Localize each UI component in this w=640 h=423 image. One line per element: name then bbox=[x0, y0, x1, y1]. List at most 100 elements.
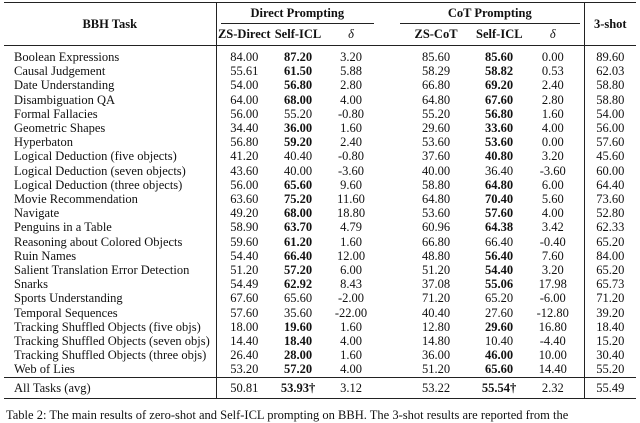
task-name: Ruin Names bbox=[14, 248, 77, 263]
score-cell: 4.00 bbox=[340, 92, 362, 107]
score-cell: 28.00 bbox=[283, 348, 313, 363]
score-cell: 62.92 bbox=[283, 277, 313, 292]
table-row: Causal Judgement 55.61 61.50 5.88 58.29 58.82… bbox=[4, 64, 637, 79]
spacer bbox=[378, 192, 396, 206]
spacer bbox=[378, 3, 396, 25]
score-cell: 40.80 bbox=[484, 149, 514, 164]
score-cell: 45.60 bbox=[583, 149, 637, 164]
score-cell: 63.70 bbox=[283, 220, 313, 235]
score-cell: -2.00 bbox=[337, 291, 365, 306]
table-row: Tracking Shuffled Objects (seven objs) 14… bbox=[4, 334, 637, 349]
score-cell: 33.60 bbox=[484, 121, 514, 136]
spacer bbox=[378, 320, 396, 334]
score-cell: 5.60 bbox=[541, 192, 564, 207]
score-cell: 2.32 bbox=[522, 376, 585, 399]
sub-header: Self-ICL bbox=[274, 27, 322, 41]
score-cell: 65.20 bbox=[583, 234, 637, 249]
score-cell: 0.53 bbox=[541, 64, 564, 79]
score-cell: -0.40 bbox=[539, 234, 566, 249]
task-name: Navigate bbox=[14, 206, 60, 221]
score-cell: 55.54† bbox=[476, 376, 523, 399]
score-cell: 66.80 bbox=[421, 78, 451, 93]
task-name: Snarks bbox=[14, 277, 49, 292]
score-cell: 54.49 bbox=[215, 277, 272, 292]
table-body: Boolean Expressions 84.00 87.20 3.20 85.60 85… bbox=[4, 45, 637, 399]
score-cell: -0.80 bbox=[337, 106, 365, 121]
score-cell: 3.42 bbox=[541, 220, 564, 235]
score-cell: 56.80 bbox=[484, 106, 514, 121]
group-title: Direct Prompting bbox=[220, 3, 375, 24]
score-cell: 0.00 bbox=[541, 135, 564, 150]
score-cell: 14.40 bbox=[538, 362, 567, 377]
table-row: Penguins in a Table 58.90 63.70 4.79 60.96 64… bbox=[4, 220, 637, 235]
table-row: Tracking Shuffled Objects (five objs) 18.… bbox=[4, 319, 637, 335]
table-row: Logical Deduction (three objects) 56.00 65… bbox=[4, 177, 637, 193]
score-cell: 64.80 bbox=[421, 192, 451, 207]
score-cell: 6.00 bbox=[541, 177, 564, 192]
score-cell: 55.06 bbox=[484, 277, 514, 292]
spacer bbox=[378, 376, 397, 399]
score-cell: 53.60 bbox=[484, 135, 514, 150]
header-task: BBH Task bbox=[4, 2, 216, 46]
score-cell: 63.60 bbox=[215, 192, 272, 207]
table-row: Movie Recommendation 63.60 75.20 11.60 64.80… bbox=[4, 192, 637, 207]
task-name: Reasoning about Colored Objects bbox=[14, 234, 183, 249]
task-name: Causal Judgement bbox=[14, 64, 106, 79]
score-cell: 7.60 bbox=[541, 248, 564, 263]
score-cell: 85.60 bbox=[484, 50, 514, 64]
score-cell: 64.38 bbox=[484, 220, 514, 235]
spacer bbox=[378, 64, 396, 78]
task-name: Logical Deduction (five objects) bbox=[14, 149, 177, 164]
score-cell: 89.60 bbox=[583, 45, 637, 65]
score-cell: 30.40 bbox=[583, 348, 637, 363]
table-row: Date Understanding 54.00 56.80 2.80 66.80 69.… bbox=[4, 78, 637, 93]
score-cell: 64.80 bbox=[421, 92, 451, 107]
score-cell: 55.61 bbox=[215, 64, 272, 79]
score-cell: 53.22 bbox=[396, 376, 477, 399]
score-cell: 61.20 bbox=[283, 234, 313, 249]
score-cell: 2.80 bbox=[541, 92, 564, 107]
spacer bbox=[378, 206, 396, 220]
task-name: Geometric Shapes bbox=[14, 121, 106, 136]
table-row: Hyperbaton 56.80 59.20 2.40 53.60 53.60 0.00 57… bbox=[4, 135, 637, 150]
task-name: Disambiguation QA bbox=[14, 92, 116, 107]
spacer bbox=[378, 263, 396, 277]
score-cell: 36.40 bbox=[484, 163, 514, 178]
score-cell: 54.40 bbox=[215, 248, 272, 264]
score-cell: 10.40 bbox=[484, 334, 514, 349]
score-cell: 66.40 bbox=[283, 248, 313, 263]
score-cell: 10.00 bbox=[538, 348, 567, 363]
score-cell: 12.00 bbox=[336, 248, 366, 263]
score-cell: 2.40 bbox=[541, 78, 564, 93]
score-cell: 62.03 bbox=[583, 64, 637, 79]
score-cell: 35.60 bbox=[283, 305, 313, 320]
sub-header: Self-ICL bbox=[476, 27, 523, 41]
score-cell: 3.20 bbox=[541, 149, 564, 164]
score-cell: -22.00 bbox=[334, 305, 368, 320]
task-name: Hyperbaton bbox=[14, 135, 74, 150]
score-cell: -12.80 bbox=[536, 305, 569, 320]
score-cell: 18.40 bbox=[583, 319, 637, 335]
task-name: Logical Deduction (three objects) bbox=[14, 177, 183, 192]
score-cell: 64.80 bbox=[484, 177, 514, 192]
score-cell: 56.80 bbox=[283, 78, 313, 93]
table-row: Tracking Shuffled Objects (three objs) 26… bbox=[4, 348, 637, 363]
spacer bbox=[378, 164, 396, 178]
score-cell: 64.40 bbox=[583, 177, 637, 193]
score-cell: 87.20 bbox=[283, 50, 313, 64]
group-header: CoT Prompting bbox=[396, 3, 584, 24]
score-cell: 56.40 bbox=[484, 248, 514, 263]
score-cell: 41.20 bbox=[215, 149, 272, 164]
score-cell: 4.00 bbox=[340, 362, 362, 377]
score-cell: 14.40 bbox=[215, 334, 272, 349]
score-cell: 4.79 bbox=[340, 220, 362, 235]
score-cell: 55.49 bbox=[583, 376, 637, 399]
score-cell: 57.60 bbox=[583, 135, 637, 150]
score-cell: 16.80 bbox=[538, 319, 567, 334]
score-cell: 53.60 bbox=[421, 206, 451, 221]
score-cell: 2.80 bbox=[340, 78, 362, 93]
score-cell: 67.60 bbox=[215, 291, 272, 306]
spacer bbox=[378, 362, 396, 377]
score-cell: 18.80 bbox=[336, 206, 366, 221]
score-cell: 48.80 bbox=[421, 248, 451, 263]
